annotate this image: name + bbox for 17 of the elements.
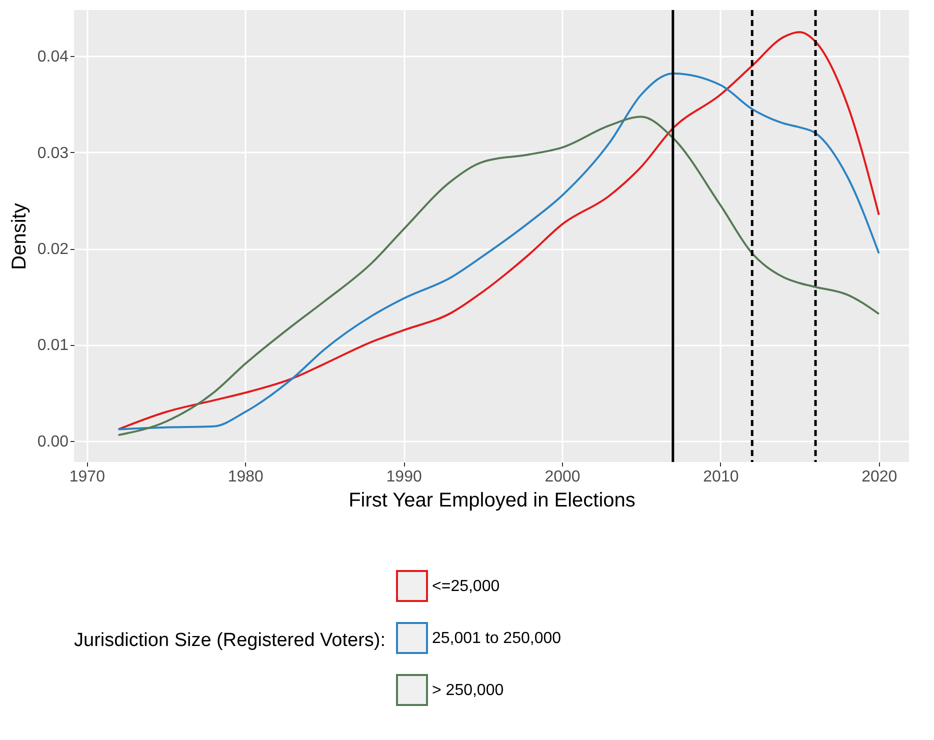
y-tick-label: 0.04 (37, 48, 69, 66)
legend-label: 25,001 to 250,000 (432, 630, 562, 647)
legend-title: Jurisdiction Size (Registered Voters): (74, 630, 386, 651)
legend-label: <=25,000 (432, 578, 500, 595)
x-tick-label: 2020 (862, 468, 898, 486)
x-tick-label: 1980 (228, 468, 264, 486)
y-tick-label: 0.01 (37, 337, 69, 354)
y-tick-label: 0.03 (37, 144, 69, 162)
x-tick-label: 1970 (69, 468, 106, 486)
y-tick-label: 0.00 (37, 433, 69, 450)
x-tick-label: 2000 (544, 468, 580, 486)
x-tick-label: 2010 (703, 468, 739, 486)
x-axis-title: First Year Employed in Elections (348, 490, 636, 512)
legend-label: > 250,000 (432, 682, 504, 699)
y-tick-label: 0.02 (37, 241, 69, 258)
y-axis-title: Density (8, 203, 30, 270)
x-tick-label: 1990 (386, 468, 422, 486)
